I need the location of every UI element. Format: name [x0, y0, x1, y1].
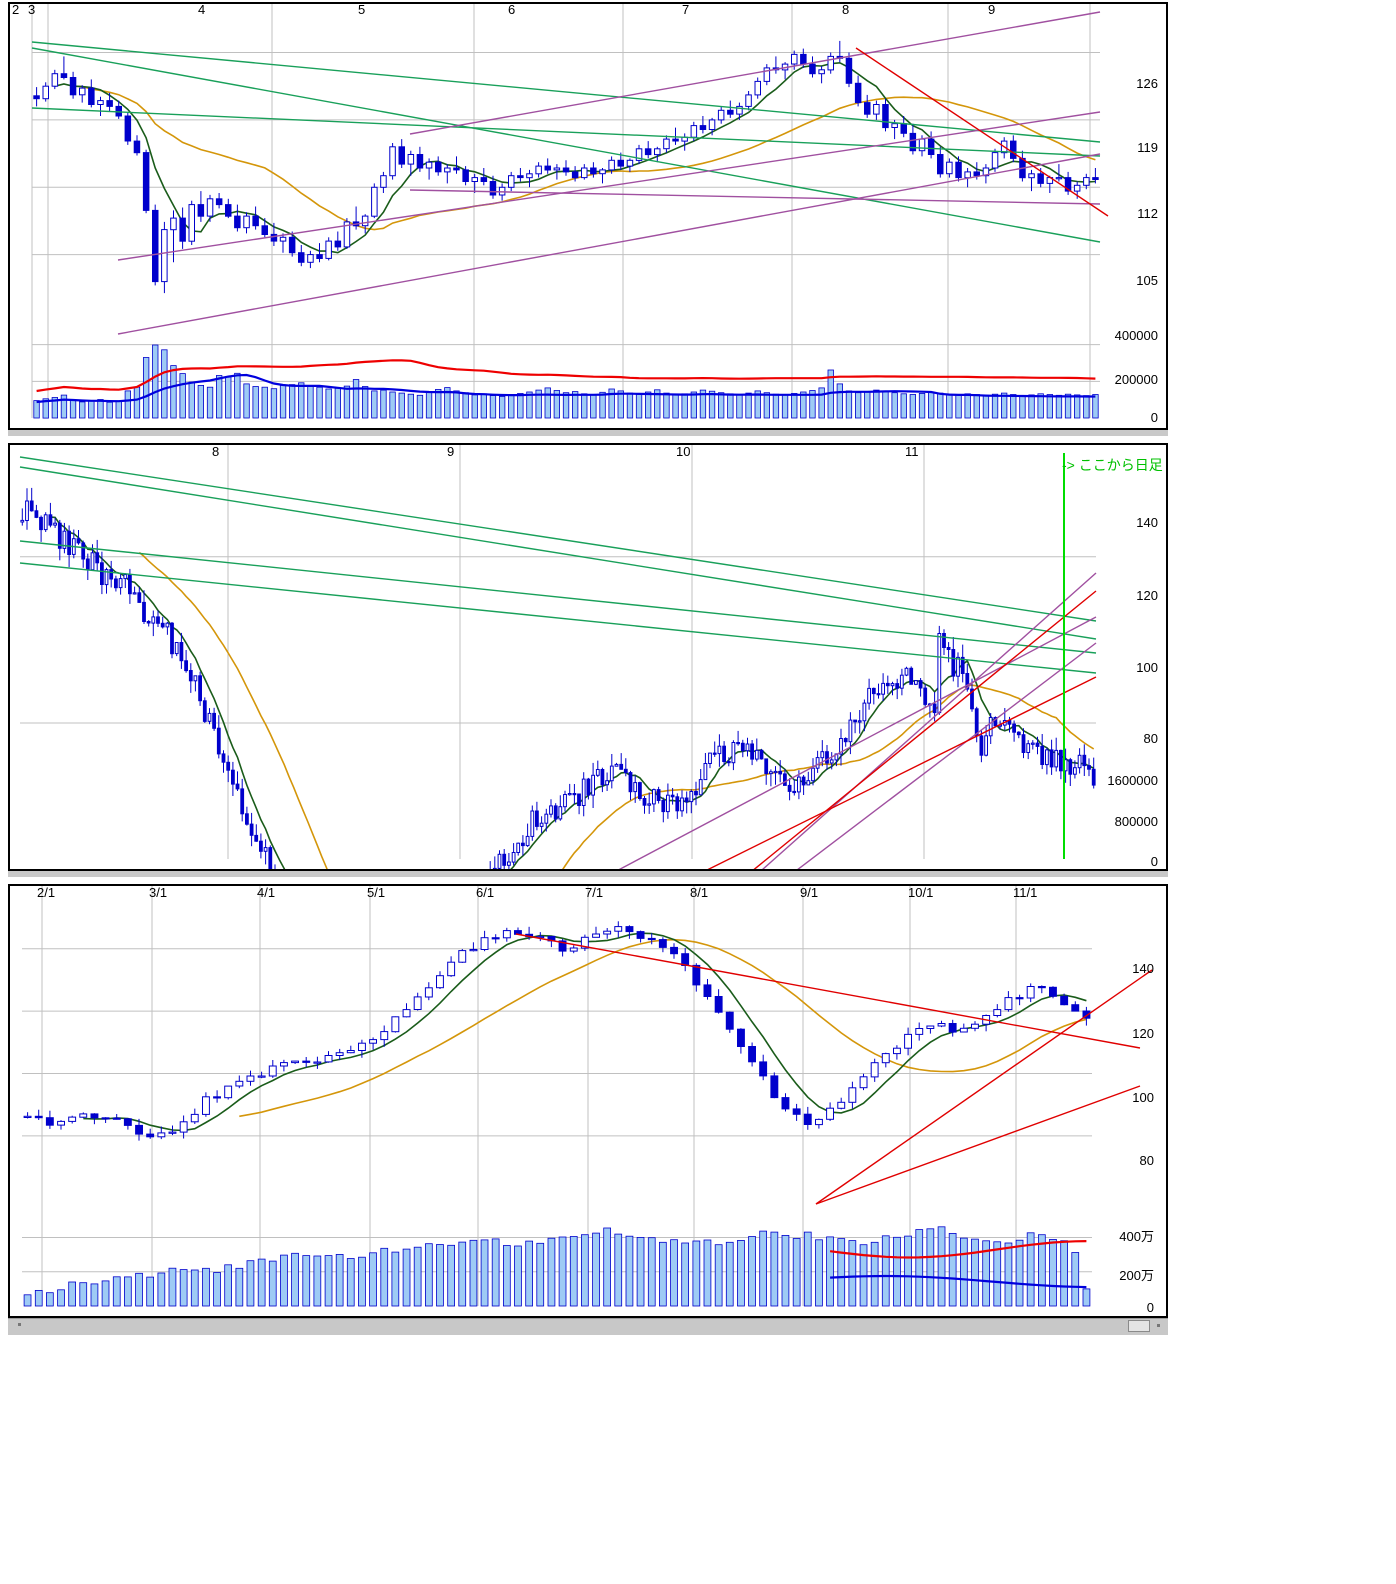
daily-start-annotation: -> ここから日足: [1062, 457, 1163, 473]
panel-top-xlabel-0: 2: [12, 2, 20, 17]
panel-mid-daily[interactable]: [8, 443, 1168, 871]
panel-mid-vol-800000: 800000: [1114, 814, 1158, 829]
panel-top-xlabel-4: 6: [508, 2, 516, 17]
panel-mid-plot: [10, 445, 1166, 869]
panel-bot-xlabel-9: 11/1: [1013, 885, 1038, 900]
panel-mid-ylabel-80: 80: [1143, 731, 1158, 746]
panel-bot-xlabel-5: 7/1: [585, 885, 604, 900]
scrollbar-left-tick: [18, 1323, 21, 1326]
panel-top-xlabel-7: 9: [988, 2, 996, 17]
panel-top-ylabel-126: 126: [1136, 76, 1158, 91]
panel-mid-ylabel-120: 120: [1136, 588, 1158, 603]
panel-bot-plot: [10, 886, 1166, 1316]
panel-bot-vol-0: 0: [1146, 1300, 1154, 1315]
panel-top-plot: [10, 4, 1166, 428]
panel-mid-xlabel-0: 8: [212, 444, 220, 459]
panel-bot-ylabel-140: 140: [1132, 961, 1154, 976]
panel-mid-svg: [19, 445, 1097, 869]
panel-top-xlabel-1: 3: [28, 2, 36, 17]
panel-bot-xlabel-0: 2/1: [37, 885, 56, 900]
panel-bot-xlabel-7: 9/1: [800, 885, 819, 900]
panel-bot-xlabel-8: 10/1: [908, 885, 934, 900]
panel-bot-xlabel-4: 6/1: [476, 885, 495, 900]
panel-bot-xlabel-1: 3/1: [149, 885, 168, 900]
panel-bot-xlabel-2: 4/1: [257, 885, 276, 900]
panel-mid-shelf: [8, 871, 1168, 877]
panel-top-ylabel-119: 119: [1137, 140, 1158, 155]
panel-mid-ylabel-100: 100: [1136, 660, 1158, 675]
panel-top-svg: [31, 4, 1109, 419]
panel-bot-ylabel-80: 80: [1139, 1153, 1154, 1168]
panel-top-vol-0: 0: [1150, 410, 1158, 425]
panel-top-vol-400000: 400000: [1114, 328, 1158, 343]
scrollbar-right-tick: [1157, 1324, 1160, 1327]
panel-bot-ylabel-100: 100: [1132, 1090, 1154, 1105]
panel-bot-svg: [22, 886, 1153, 1307]
panel-bot-xlabel-3: 5/1: [367, 885, 386, 900]
panel-mid-xlabel-3: 11: [905, 444, 919, 459]
panel-bot-ylabel-120: 120: [1132, 1026, 1154, 1041]
panel-top-ylabel-112: 112: [1137, 206, 1158, 221]
panel-top-xlabel-5: 7: [682, 2, 690, 17]
scrollbar-thumb[interactable]: [1128, 1320, 1150, 1332]
panel-bot-weekly[interactable]: [8, 884, 1168, 1318]
panel-top-shelf: [8, 430, 1168, 436]
panel-top-xlabel-3: 5: [358, 2, 366, 17]
panel-mid-vol-0: 0: [1150, 854, 1158, 869]
panel-top-vol-200000: 200000: [1114, 372, 1158, 387]
panel-top-hourly[interactable]: [8, 2, 1168, 430]
panel-bot-vol-200man: 200万: [1119, 1268, 1154, 1283]
horizontal-scrollbar[interactable]: [8, 1318, 1168, 1335]
panel-mid-xlabel-2: 10: [676, 444, 691, 459]
panel-bot-vol-400man: 400万: [1119, 1229, 1154, 1244]
panel-top-xlabel-6: 8: [842, 2, 850, 17]
panel-top-xlabel-2: 4: [198, 2, 206, 17]
panel-top-ylabel-105: 105: [1136, 273, 1158, 288]
panel-mid-xlabel-1: 9: [447, 444, 455, 459]
panel-bot-xlabel-6: 8/1: [690, 885, 709, 900]
panel-mid-vol-1600000: 1600000: [1107, 773, 1158, 788]
panel-mid-ylabel-140: 140: [1136, 515, 1158, 530]
